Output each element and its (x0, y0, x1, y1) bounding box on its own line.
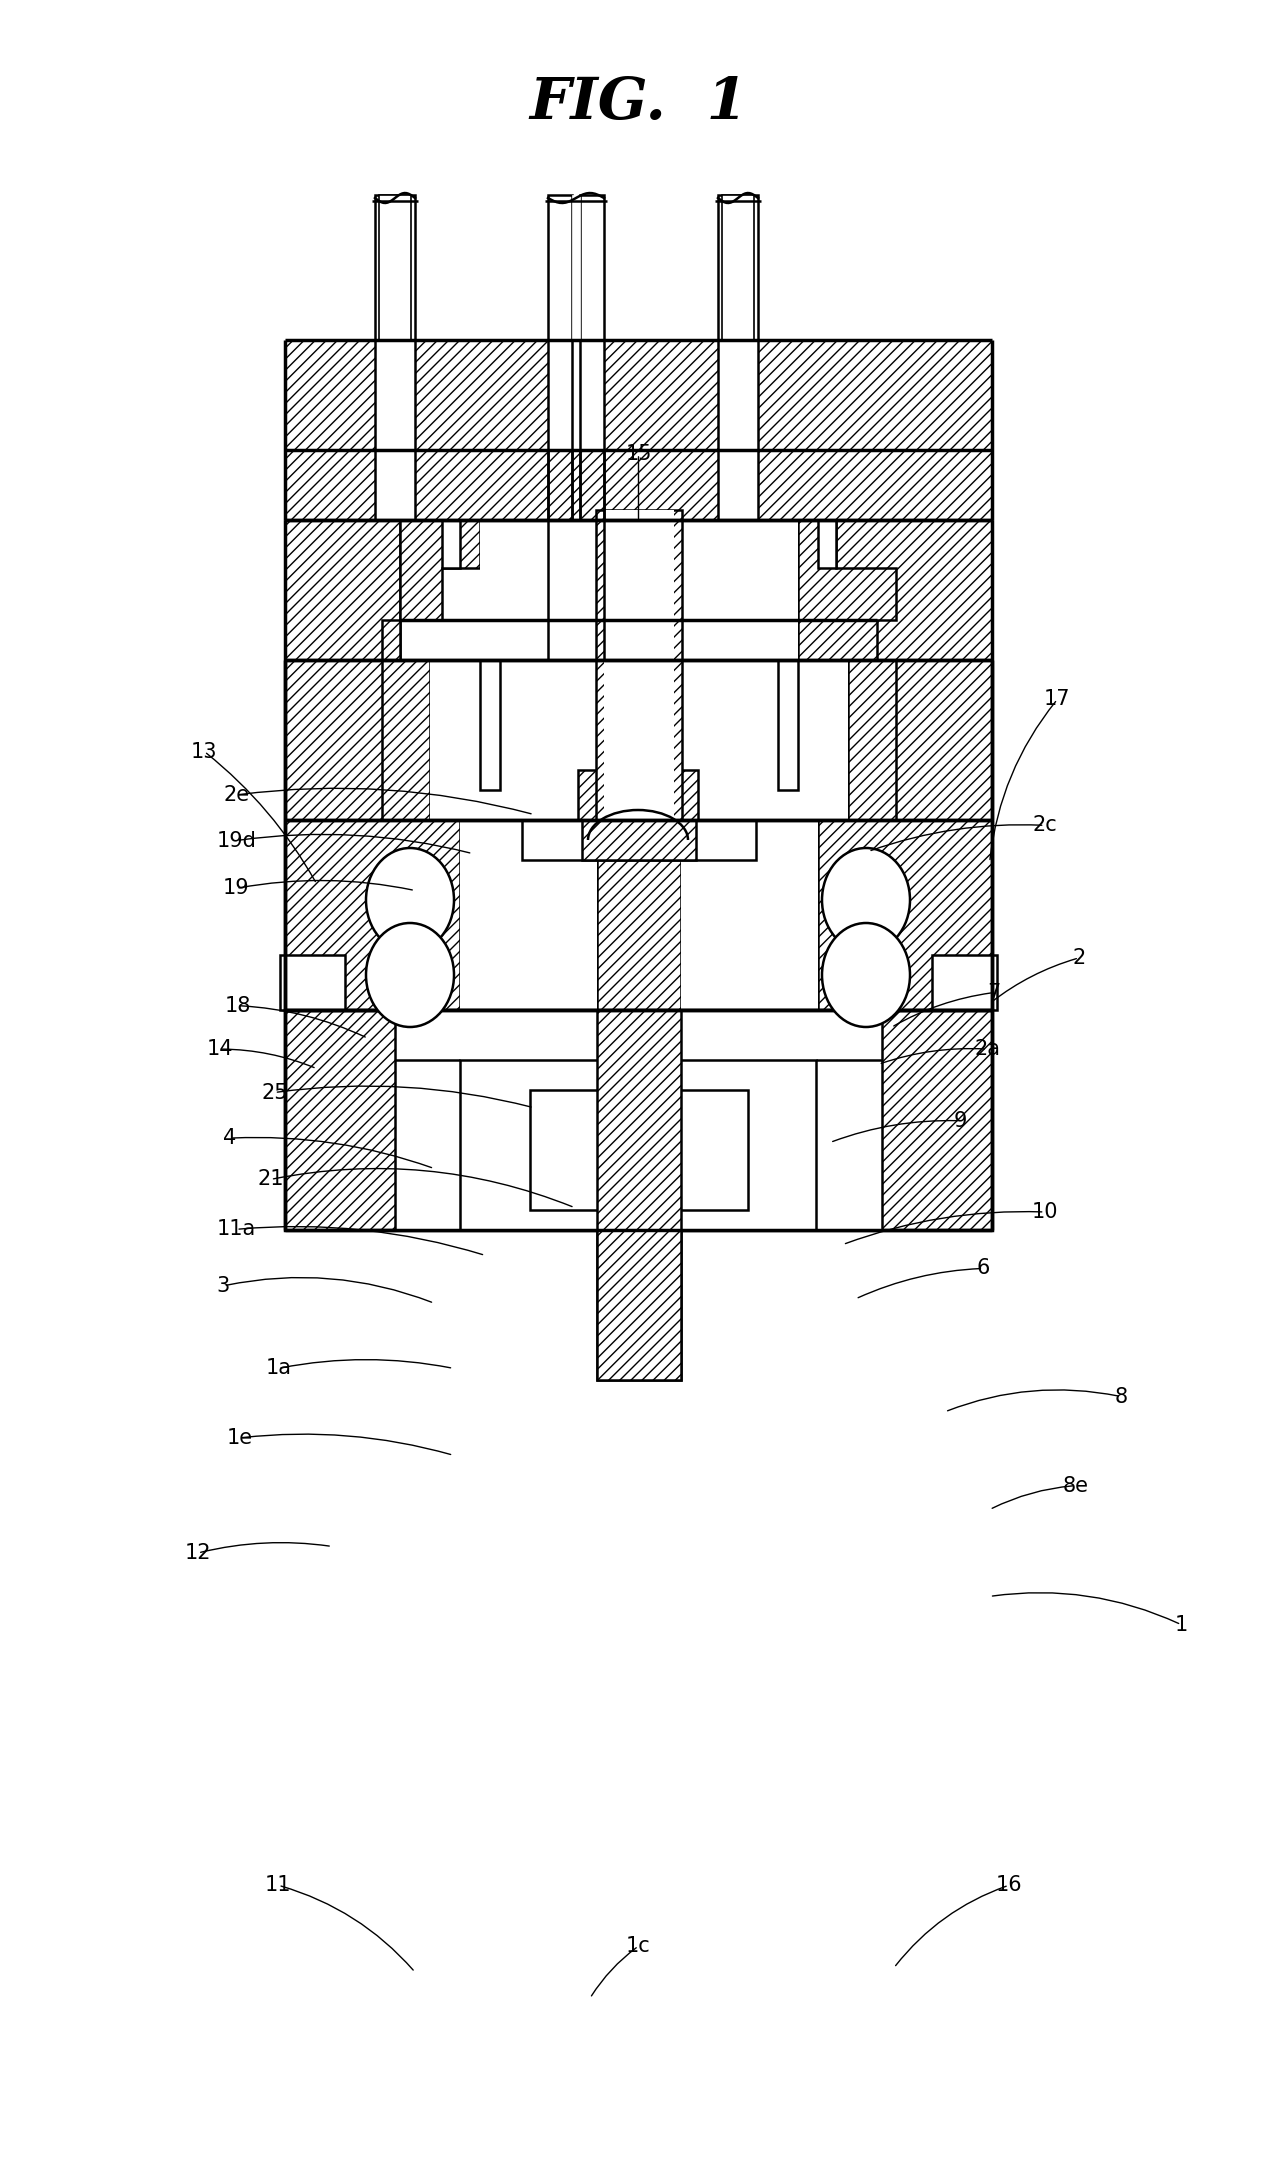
Bar (598, 1229, 681, 1379)
Bar (548, 195, 572, 341)
Bar (848, 660, 896, 821)
Text: 7: 7 (987, 982, 1000, 1003)
Bar (430, 660, 848, 821)
Bar (285, 660, 992, 821)
Bar (480, 519, 798, 660)
Bar (580, 195, 604, 341)
Bar (395, 1010, 882, 1229)
Text: 4: 4 (223, 1127, 236, 1149)
Text: 1a: 1a (266, 1358, 291, 1379)
Text: 2: 2 (1073, 947, 1085, 969)
Text: 18: 18 (225, 995, 250, 1016)
Bar (819, 821, 992, 1010)
Bar (718, 195, 759, 341)
Text: 1e: 1e (227, 1427, 253, 1449)
Bar (798, 519, 992, 660)
Ellipse shape (366, 847, 455, 951)
Text: 11: 11 (266, 1874, 291, 1896)
Text: FIG.  1: FIG. 1 (529, 76, 747, 132)
Bar (530, 1090, 748, 1210)
Text: 14: 14 (207, 1038, 232, 1060)
Text: 16: 16 (996, 1874, 1022, 1896)
Bar (375, 341, 415, 519)
Bar (759, 341, 992, 519)
Text: 3: 3 (217, 1275, 230, 1297)
Bar (548, 450, 604, 519)
Text: 25: 25 (262, 1082, 287, 1103)
Bar (596, 510, 682, 849)
Text: 17: 17 (1045, 689, 1070, 710)
Bar (285, 821, 460, 1010)
Bar (932, 956, 997, 1010)
Bar (582, 821, 696, 860)
Text: 19: 19 (223, 877, 249, 899)
Bar (382, 660, 430, 821)
Bar (598, 821, 681, 1010)
Bar (280, 956, 345, 1010)
Bar (681, 821, 819, 1010)
Bar (285, 519, 400, 660)
Text: 15: 15 (626, 443, 651, 465)
Bar (578, 771, 699, 821)
Bar (604, 341, 718, 519)
Bar (548, 341, 604, 519)
Text: 6: 6 (977, 1258, 990, 1279)
Bar (285, 341, 375, 519)
Text: 1c: 1c (626, 1935, 651, 1957)
Bar (415, 341, 548, 519)
Bar (522, 821, 756, 860)
Text: 2c: 2c (1032, 814, 1057, 836)
Bar (379, 195, 411, 341)
Bar (442, 519, 460, 569)
Bar (460, 821, 598, 1010)
Text: 19d: 19d (216, 830, 257, 851)
Bar (598, 1010, 681, 1229)
Bar (460, 1060, 816, 1229)
Bar (572, 195, 580, 341)
Ellipse shape (822, 847, 911, 951)
Bar (604, 510, 674, 849)
Text: 8: 8 (1115, 1386, 1128, 1407)
Ellipse shape (822, 923, 911, 1027)
Bar (598, 1229, 681, 1379)
Text: 21: 21 (258, 1169, 283, 1190)
Bar (722, 195, 753, 341)
Text: 13: 13 (192, 741, 217, 762)
Bar (285, 660, 452, 821)
Text: 1: 1 (1175, 1614, 1188, 1636)
Bar (480, 660, 501, 791)
Text: 8e: 8e (1062, 1475, 1088, 1497)
Bar (778, 660, 798, 791)
Text: 9: 9 (954, 1110, 967, 1132)
Bar (460, 821, 819, 1010)
Text: 12: 12 (185, 1542, 211, 1564)
Ellipse shape (366, 923, 455, 1027)
Text: 11a: 11a (217, 1218, 255, 1240)
Bar (375, 195, 415, 341)
Text: 2e: 2e (223, 784, 249, 806)
Bar (826, 660, 992, 821)
Bar (285, 1010, 992, 1229)
Text: 10: 10 (1032, 1201, 1057, 1223)
Text: 2a: 2a (974, 1038, 1000, 1060)
Polygon shape (798, 519, 896, 660)
Bar (819, 519, 836, 569)
Polygon shape (382, 519, 480, 660)
Bar (548, 519, 604, 660)
Bar (718, 341, 759, 519)
